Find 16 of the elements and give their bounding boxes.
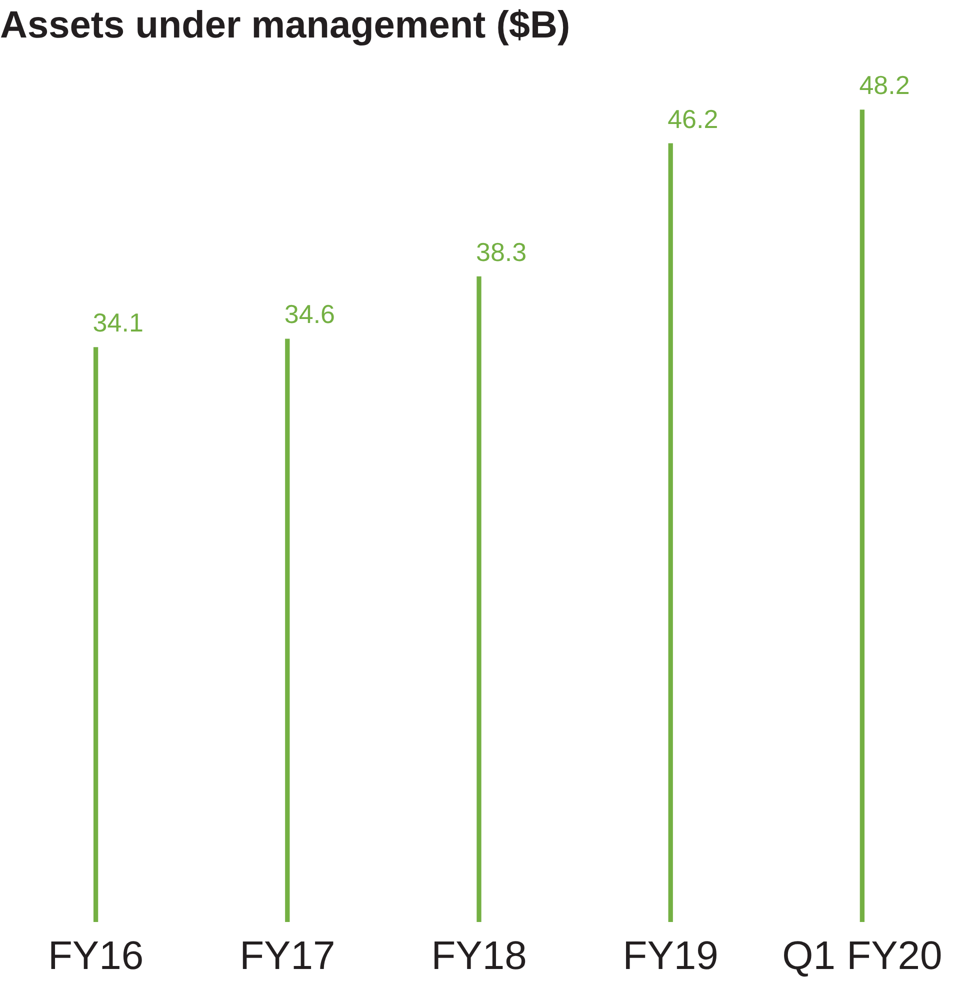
data-label: 48.2 (859, 70, 910, 100)
bar (285, 338, 290, 922)
bar (93, 347, 98, 922)
bar (668, 143, 673, 922)
data-label: 46.2 (668, 104, 718, 134)
x-tick-label: FY17 (240, 934, 336, 978)
data-label: 34.6 (284, 299, 336, 330)
data-label: 38.3 (476, 236, 527, 267)
x-tick-label: Q1 FY20 (782, 934, 942, 978)
x-tick-label: FY19 (622, 934, 718, 978)
x-tick-label: FY16 (48, 934, 144, 978)
bar (860, 110, 865, 922)
data-label: 34.1 (92, 308, 144, 338)
x-tick-label: FY18 (431, 934, 527, 978)
chart-title: Assets under management ($B) (0, 4, 570, 46)
bar (476, 276, 482, 922)
